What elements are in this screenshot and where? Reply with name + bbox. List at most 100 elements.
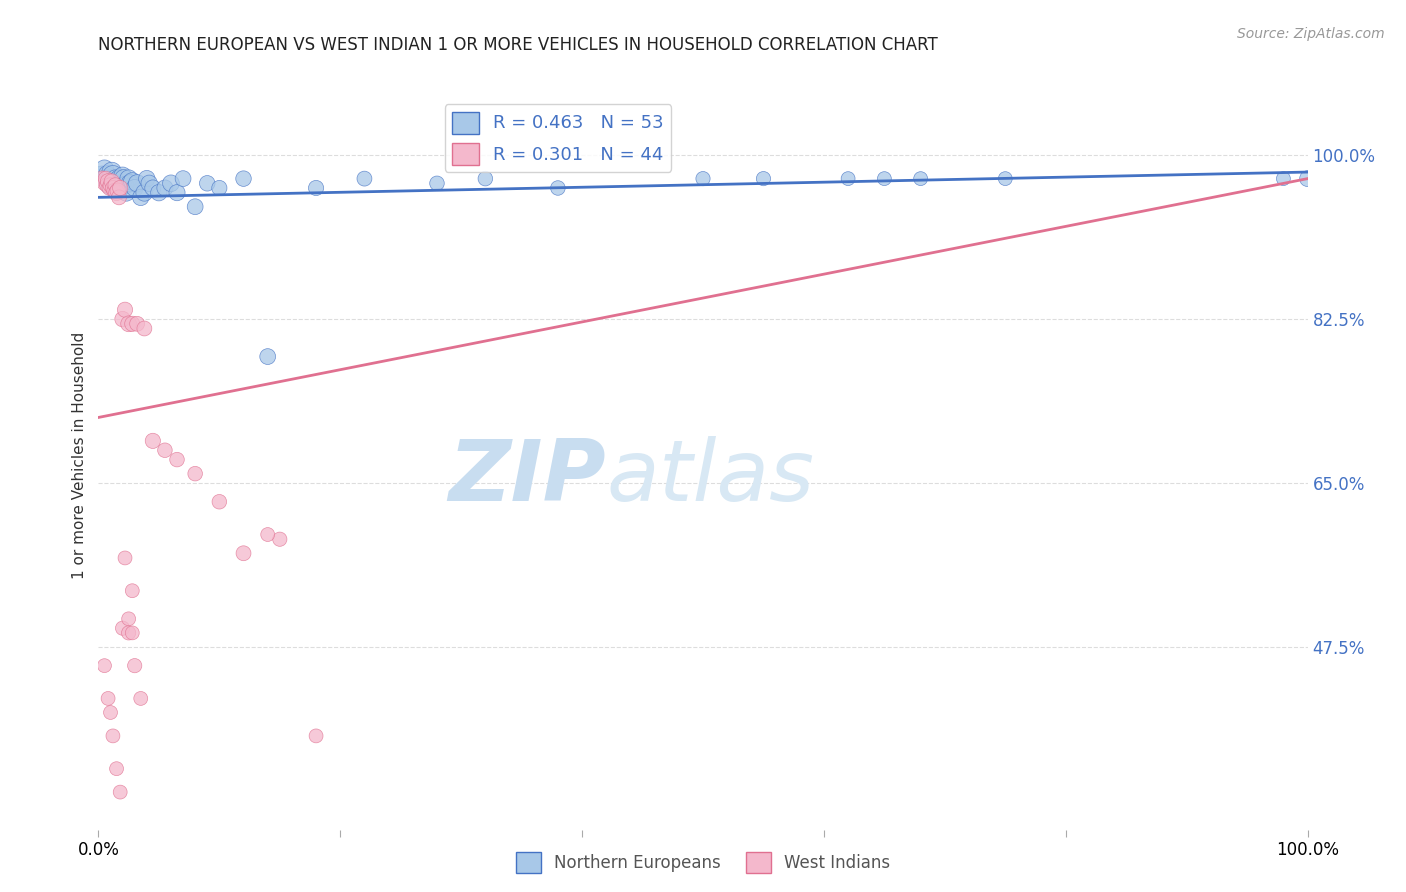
Point <box>118 626 141 640</box>
Point <box>124 658 146 673</box>
Point <box>105 174 128 188</box>
Point <box>305 181 328 195</box>
Point <box>184 467 207 481</box>
Point <box>232 171 254 186</box>
Point <box>111 169 134 183</box>
Point <box>94 171 117 186</box>
Point <box>118 612 141 626</box>
Point <box>121 317 143 331</box>
Point <box>101 729 124 743</box>
Point <box>100 706 122 720</box>
Point <box>114 551 136 566</box>
Point <box>994 171 1017 186</box>
Point <box>256 350 278 364</box>
Text: ZIP: ZIP <box>449 436 606 519</box>
Point <box>752 171 775 186</box>
Point <box>269 532 291 546</box>
Point <box>100 171 122 186</box>
Point <box>110 177 132 191</box>
Point <box>353 171 375 186</box>
Point <box>100 178 122 193</box>
Point <box>153 181 176 195</box>
Point <box>108 190 131 204</box>
Point <box>166 452 188 467</box>
Point <box>112 171 135 186</box>
Point <box>873 171 896 186</box>
Point <box>118 171 141 186</box>
Point <box>100 165 122 179</box>
Point <box>129 190 152 204</box>
Point <box>111 312 134 326</box>
Text: NORTHERN EUROPEAN VS WEST INDIAN 1 OR MORE VEHICLES IN HOUSEHOLD CORRELATION CHA: NORTHERN EUROPEAN VS WEST INDIAN 1 OR MO… <box>98 36 938 54</box>
Point <box>127 317 149 331</box>
Legend: R = 0.463   N = 53, R = 0.301   N = 44: R = 0.463 N = 53, R = 0.301 N = 44 <box>444 104 671 172</box>
Point <box>98 178 121 193</box>
Point <box>124 181 146 195</box>
Point <box>1296 171 1319 186</box>
Point <box>108 785 131 799</box>
Point <box>121 174 143 188</box>
Point <box>97 174 120 188</box>
Point <box>93 658 115 673</box>
Point <box>97 691 120 706</box>
Point <box>114 178 136 193</box>
Point <box>256 527 278 541</box>
Point <box>104 178 127 193</box>
Point <box>93 177 115 191</box>
Point <box>160 177 183 191</box>
Point <box>1272 171 1295 186</box>
Point <box>121 583 143 598</box>
Legend: Northern Europeans, West Indians: Northern Europeans, West Indians <box>509 846 897 880</box>
Point <box>547 181 569 195</box>
Point <box>105 186 128 200</box>
Point <box>94 171 117 186</box>
Point <box>118 177 141 191</box>
Point <box>142 181 165 195</box>
Point <box>127 177 149 191</box>
Point <box>91 169 114 183</box>
Point <box>129 691 152 706</box>
Point <box>121 626 143 640</box>
Point <box>101 181 124 195</box>
Point <box>134 321 156 335</box>
Point <box>103 184 125 198</box>
Point <box>98 181 121 195</box>
Point <box>153 443 176 458</box>
Point <box>97 174 120 188</box>
Point <box>91 171 114 186</box>
Point <box>195 177 218 191</box>
Point <box>184 200 207 214</box>
Point <box>118 317 141 331</box>
Y-axis label: 1 or more Vehicles in Household: 1 or more Vehicles in Household <box>72 331 87 579</box>
Point <box>208 181 231 195</box>
Point <box>107 178 129 193</box>
Point <box>111 621 134 635</box>
Point <box>108 171 131 186</box>
Point <box>208 494 231 508</box>
Point <box>138 177 160 191</box>
Point <box>232 546 254 560</box>
Point <box>910 171 932 186</box>
Point <box>108 181 131 195</box>
Point <box>104 171 127 186</box>
Point <box>105 762 128 776</box>
Point <box>115 186 138 200</box>
Point <box>426 177 449 191</box>
Point <box>134 186 156 200</box>
Point <box>474 171 496 186</box>
Point <box>108 181 131 195</box>
Text: atlas: atlas <box>606 436 814 519</box>
Point <box>172 171 194 186</box>
Point <box>148 186 170 200</box>
Point <box>93 162 115 177</box>
Point <box>135 171 157 186</box>
Point <box>692 171 714 186</box>
Point <box>114 302 136 317</box>
Point <box>96 178 118 193</box>
Text: Source: ZipAtlas.com: Source: ZipAtlas.com <box>1237 27 1385 41</box>
Point <box>107 184 129 198</box>
Point <box>142 434 165 448</box>
Point <box>101 169 124 183</box>
Point <box>166 186 188 200</box>
Point <box>837 171 859 186</box>
